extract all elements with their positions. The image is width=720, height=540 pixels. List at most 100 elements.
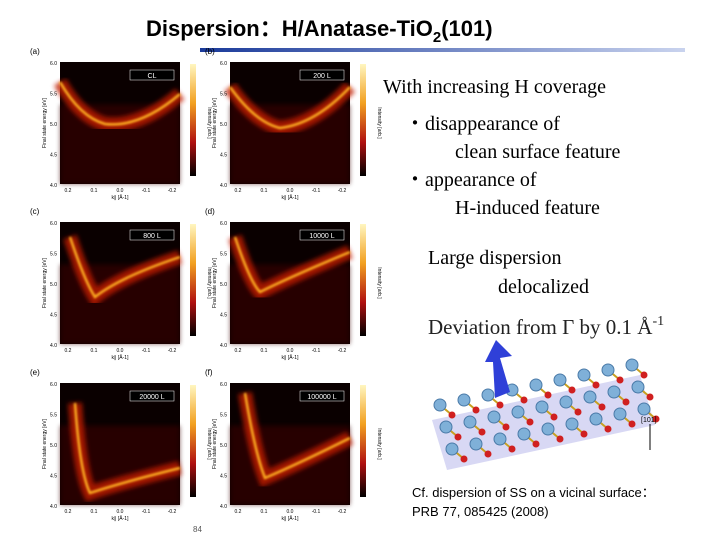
tag-box [129,390,175,402]
ti-atom [433,398,447,412]
y-tick-label: 4.5 [220,313,227,319]
notes: With increasing H coverage ・disappearanc… [383,76,664,339]
struct-label: [101] [641,417,657,424]
ti-atom [559,395,573,409]
o-atom [568,386,576,394]
y-axis-label: Final state energy [eV] [42,257,48,308]
x-tick-label: 0.2 [235,188,242,194]
y-tick-label: 6.0 [220,61,227,67]
ti-atom [577,368,591,382]
o-atom [448,411,456,419]
x-axis-label: k∥ [Å-1] [282,354,300,361]
tag-box [299,229,345,241]
ti-atom [625,358,639,372]
ti-atom [481,388,495,402]
o-atom [580,430,588,438]
colorbar-label: Intensity [arb.] [376,428,382,460]
colorbar-label: Intensity [arb.] [376,267,382,299]
note: ・appearance of [405,169,537,191]
panel-label: (f) [205,368,213,377]
y-tick-label: 6.0 [220,382,227,388]
y-axis-label: Final state energy [eV] [212,97,218,148]
band [233,236,351,294]
ti-atom [541,422,555,436]
o-atom [640,371,648,379]
panel: 20000 L 6.0 5.5 5.0 4.5 4.0 0.2 0.1 0.0 -0.1 -0.2 k… [42,382,212,522]
colorbar [360,224,366,336]
x-tick-label: 0.1 [91,348,98,354]
x-tick-label: 0.0 [287,188,294,194]
x-tick-label: -0.1 [142,509,151,515]
plane [432,375,655,470]
title-rule [200,48,685,52]
o-atom [598,403,606,411]
y-tick-label: 4.0 [50,183,57,189]
x-tick-label: 0.2 [65,348,72,354]
y-axis-label: Final state energy [eV] [212,257,218,308]
colorbar [190,64,196,176]
note: Deviation from Γ by 0.1 Å-1 [428,314,664,339]
band [228,86,351,130]
colorbar [190,385,196,497]
y-tick-label: 5.5 [50,413,57,419]
ti-atom [613,407,627,421]
y-tick-label: 4.0 [50,343,57,349]
y-tick-label: 5.5 [220,252,227,258]
x-axis-label: k∥ [Å-1] [282,194,300,201]
x-tick-label: 0.0 [117,509,124,515]
x-tick-label: -0.1 [312,509,321,515]
y-tick-label: 5.5 [50,92,57,98]
x-axis-label: k∥ [Å-1] [112,194,130,201]
y-tick-label: 4.5 [50,313,57,319]
ti-atom [445,442,459,456]
o-atom [616,376,624,384]
tag-box [129,229,175,241]
colorbar-label: Intensity [arb.] [206,267,212,299]
x-tick-label: 0.0 [287,348,294,354]
x-axis-label: k∥ [Å-1] [112,354,130,361]
ti-atom [529,378,543,392]
colorbar [190,224,196,336]
o-atom [460,455,468,463]
y-tick-label: 4.5 [220,153,227,159]
y-tick-label: 4.0 [50,504,57,510]
ti-atom [493,432,507,446]
x-tick-label: 0.1 [261,348,268,354]
ti-atom [589,412,603,426]
panel: 200 L 6.0 5.5 5.0 4.5 4.0 0.2 0.1 0.0 -0.1 -0.2 k∥ … [212,61,382,201]
o-atom [604,425,612,433]
note: PRB 77, 085425 (2008) [412,504,549,519]
y-tick-label: 5.5 [220,92,227,98]
x-tick-label: 0.2 [235,348,242,354]
ti-atom [565,417,579,431]
o-atom [574,408,582,416]
ti-atom [439,420,453,434]
x-tick-label: 0.1 [261,509,268,515]
o-atom [550,413,558,421]
o-atom [472,406,480,414]
x-tick-label: -0.1 [312,188,321,194]
y-tick-label: 4.0 [220,343,227,349]
panel-label: (a) [30,47,40,56]
heatmap-glow [60,104,180,184]
y-tick-label: 4.5 [50,474,57,480]
y-tick-label: 6.0 [50,382,57,388]
o-atom [592,381,600,389]
panel-tag: 800 L [143,233,161,240]
panel-label: (c) [30,207,40,216]
ti-atom [583,390,597,404]
x-tick-label: 0.0 [117,348,124,354]
o-atom [544,391,552,399]
o-atom [532,440,540,448]
y-tick-label: 5.5 [50,252,57,258]
ti-atom [487,410,501,424]
o-atom [454,433,462,441]
y-tick-label: 5.0 [50,122,57,128]
panel-label: (b) [205,47,215,56]
y-tick-label: 6.0 [50,221,57,227]
x-tick-label: -0.2 [338,348,347,354]
o-atom [652,415,660,423]
ti-atom [637,402,651,416]
colorbar [360,64,366,176]
